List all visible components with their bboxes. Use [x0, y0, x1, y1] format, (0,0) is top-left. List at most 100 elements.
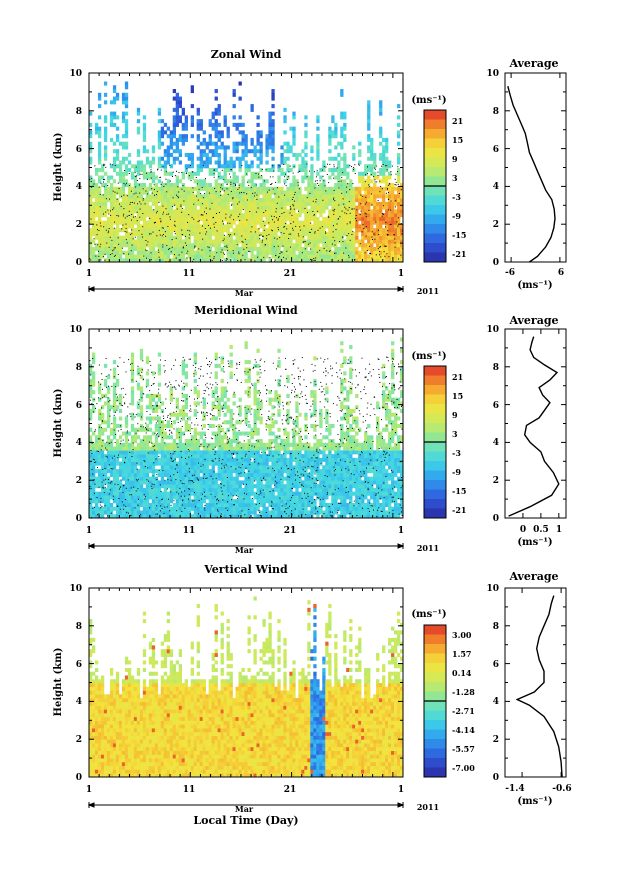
heatmap-cell: [397, 122, 401, 127]
contour-dot: [316, 251, 318, 253]
heatmap-cell: [319, 246, 323, 252]
heatmap-cell: [238, 254, 242, 259]
heatmap-cell: [121, 510, 126, 515]
heatmap-cell: [214, 250, 218, 255]
contour-dot: [220, 251, 222, 253]
heatmap-cell: [127, 254, 132, 259]
heatmap-cell: [127, 250, 132, 255]
contour-dot: [201, 249, 203, 251]
contour-dot: [121, 195, 123, 197]
heatmap-cell: [388, 201, 392, 206]
contour-dot: [111, 253, 113, 255]
heatmap-cell: [154, 243, 159, 248]
contour-dot: [351, 208, 353, 210]
contour-dot: [349, 221, 351, 223]
heatmap-cell: [172, 510, 177, 515]
heatmap-cell: [139, 167, 144, 173]
heatmap-cell: [175, 104, 180, 109]
heatmap-cell: [205, 235, 209, 240]
contour-dot: [226, 246, 228, 248]
heatmap-cell: [115, 201, 120, 206]
contour-dot: [265, 210, 267, 212]
heatmap-cell: [109, 510, 114, 515]
heatmap-cell: [127, 506, 132, 511]
heatmap-cell: [121, 461, 126, 466]
heatmap-cell: [253, 224, 257, 229]
heatmap-cell: [166, 152, 171, 158]
contour-dot: [169, 180, 171, 182]
heatmap-cell: [316, 186, 320, 191]
heatmap-cell: [337, 186, 341, 191]
contour-dot: [382, 213, 384, 215]
contour-dot: [283, 212, 285, 213]
heatmap-cell: [157, 502, 162, 508]
heatmap-cell: [175, 506, 180, 511]
heatmap-cell: [283, 149, 287, 154]
heatmap-cell: [172, 446, 177, 451]
contour-dot: [283, 164, 285, 165]
heatmap-cell: [277, 239, 281, 244]
heatmap-cell: [205, 502, 209, 508]
heatmap-cell: [256, 231, 260, 236]
heatmap-cell: [136, 246, 141, 252]
contour-dot: [307, 212, 308, 214]
heatmap-cell: [352, 156, 356, 161]
heatmap-cell: [94, 205, 99, 210]
heatmap-cell: [313, 205, 317, 210]
heatmap-cell: [157, 239, 162, 244]
heatmap-cell: [307, 194, 311, 199]
contour-dot: [222, 223, 224, 225]
heatmap-cell: [280, 152, 284, 158]
heatmap-cell: [151, 484, 156, 489]
heatmap-cell: [319, 175, 323, 180]
heatmap-cell: [400, 205, 403, 210]
contour-dot: [116, 192, 118, 194]
heatmap-cell: [157, 209, 162, 214]
contour-dot: [96, 234, 98, 236]
heatmap-cell: [121, 156, 126, 161]
heatmap-cell: [130, 442, 135, 447]
heatmap-cell: [130, 378, 135, 383]
heatmap-cell: [322, 209, 326, 214]
heatmap-cell: [124, 480, 129, 485]
heatmap-cell: [391, 220, 395, 225]
heatmap-cell: [250, 231, 254, 236]
heatmap-cell: [328, 198, 332, 203]
heatmap-cell: [280, 160, 284, 165]
heatmap-cell: [106, 216, 111, 221]
heatmap-cell: [286, 246, 290, 252]
heatmap-cell: [166, 450, 171, 455]
heatmap-cell: [226, 228, 230, 233]
contour-dot: [193, 218, 195, 220]
heatmap-cell: [202, 446, 206, 451]
heatmap-cell: [106, 510, 111, 515]
contour-dot: [275, 211, 277, 213]
heatmap-cell: [148, 239, 153, 244]
heatmap-cell: [169, 487, 174, 492]
heatmap-cell: [133, 243, 138, 248]
heatmap-cell: [304, 115, 308, 120]
heatmap-cell: [115, 442, 120, 447]
heatmap-cell: [154, 469, 159, 474]
heatmap-cell: [139, 201, 144, 206]
heatmap-cell: [220, 145, 224, 150]
heatmap-cell: [163, 472, 168, 477]
contour-dot: [287, 176, 289, 178]
heatmap-cell: [202, 201, 206, 206]
heatmap-cell: [259, 220, 263, 225]
heatmap-cell: [190, 122, 194, 127]
heatmap-cell: [142, 465, 147, 470]
heatmap-cell: [193, 220, 197, 225]
heatmap-cell: [97, 510, 102, 515]
heatmap-cell: [91, 390, 96, 395]
heatmap-cell: [121, 145, 126, 150]
profile-plot: [504, 72, 567, 263]
heatmap-cell: [205, 254, 209, 259]
heatmap-cell: [391, 205, 395, 210]
heatmap-cell: [217, 111, 221, 116]
contour-dot: [166, 191, 168, 193]
heatmap-cell: [229, 254, 233, 259]
heatmap-cell: [310, 179, 314, 184]
heatmap-cell: [310, 149, 314, 154]
heatmap-cell: [370, 190, 374, 195]
